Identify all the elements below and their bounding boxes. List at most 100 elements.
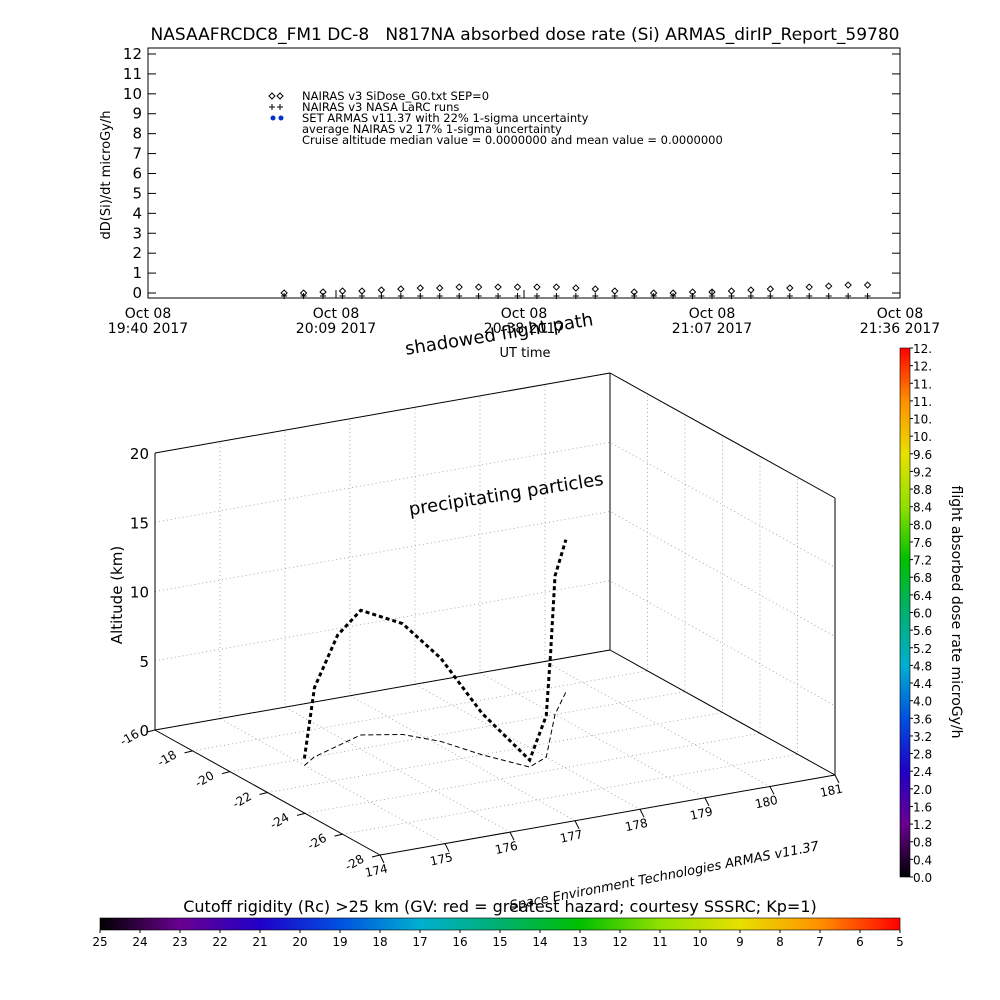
annotation: Cruise altitude median value = 0.0000000…	[302, 133, 723, 147]
x-tick	[639, 809, 645, 818]
colorbar-tick-label: 5	[896, 935, 904, 949]
y-tick	[184, 750, 193, 754]
x-tick	[834, 774, 840, 784]
colorbar-tick-label: 4.8	[913, 659, 932, 673]
colorbar-tick-label: 3.2	[913, 730, 932, 744]
z-tick-label: 20	[130, 445, 149, 463]
colorbar-tick-label: 18	[372, 935, 387, 949]
x-tick-label: 21:07 2017	[672, 321, 752, 337]
colorbar-tick-label: 7	[816, 935, 824, 949]
data-point	[650, 293, 657, 300]
flight-shadow	[304, 691, 567, 768]
data-point	[592, 293, 599, 300]
y-tick-label: 1	[132, 264, 142, 282]
colorbar-tick-label: 17	[412, 935, 427, 949]
colorbar-tick-label: 4.0	[913, 695, 932, 709]
x-tick-label: 20:38 2017	[484, 321, 564, 337]
data-point	[806, 293, 813, 300]
axis-box	[379, 774, 836, 856]
colorbar-tick-label: 24	[132, 935, 147, 949]
y-tick-label: 5	[132, 184, 142, 202]
data-point	[514, 293, 521, 300]
x-tick-label: 19:40 2017	[108, 321, 188, 337]
data-point	[845, 293, 852, 300]
data-point	[689, 293, 696, 300]
data-point	[786, 284, 794, 292]
x-tick-label: 177	[559, 827, 584, 845]
colorbar-tick-label: 2.8	[913, 748, 932, 762]
x-tick	[509, 831, 515, 841]
data-point	[378, 293, 385, 300]
colorbar-tick-label: 2.4	[913, 765, 932, 779]
data-point	[863, 281, 872, 289]
chart-title: NASAAFRCDC8_FM1 DC-8 N817NA absorbed dos…	[151, 25, 900, 45]
x-tick	[379, 854, 385, 864]
legend-symbol	[277, 104, 283, 110]
data-point	[533, 293, 540, 300]
data-point	[805, 283, 813, 291]
colorbar-tick-label: 11.	[913, 377, 932, 391]
colorbar-tick-label: 5.6	[913, 624, 932, 638]
y-tick	[259, 792, 268, 795]
y-tick	[334, 833, 343, 837]
data-point	[417, 293, 424, 300]
data-point	[786, 293, 793, 300]
data-point	[358, 293, 365, 300]
data-point	[456, 293, 463, 300]
colorbar-label: flight absorbed dose rate microGy/h	[948, 486, 964, 739]
colorbar-tick-label: 4.4	[913, 677, 932, 691]
x-tick-label: 178	[624, 816, 649, 834]
y-tick-label: 9	[132, 105, 142, 123]
colorbar-tick-label: 10.	[913, 413, 932, 427]
z-axis-label: Altitude (km)	[108, 546, 126, 644]
y-tick-label: 2	[132, 244, 142, 262]
colorbar-tick-label: 8.8	[913, 483, 932, 497]
data-point	[397, 285, 405, 293]
data-point	[533, 283, 541, 291]
x-tick-label: 176	[494, 839, 519, 857]
y-tick-label: 10	[123, 85, 142, 103]
x-tick-label: 180	[754, 793, 779, 811]
x-axis-label: UT time	[500, 346, 551, 361]
x-tick-label: Oct 08	[877, 306, 923, 322]
data-point	[281, 293, 288, 300]
colorbar-tick-label: 25	[92, 935, 107, 949]
data-point	[747, 293, 754, 300]
colorbar-tick-label: 10	[692, 935, 707, 949]
y-axis-label: dD(Si)/dt microGy/h	[99, 111, 114, 240]
colorbar-tick-label: 13	[572, 935, 587, 949]
x-tick-label: Oct 08	[125, 306, 171, 322]
y-tick-label: 4	[132, 204, 142, 222]
data-point	[825, 293, 832, 300]
data-point	[766, 285, 775, 293]
legend-symbol	[276, 92, 284, 100]
data-point	[611, 293, 618, 300]
y-tick-label: 12	[123, 45, 142, 63]
data-point	[397, 293, 404, 300]
y-tick-label: 6	[132, 164, 142, 182]
x-tick-label: Oct 08	[313, 306, 359, 322]
data-point	[864, 293, 871, 300]
colorbar-tick-label: 11	[652, 935, 667, 949]
colorbar	[99, 917, 901, 931]
data-point	[436, 293, 443, 300]
colorbar-tick-label: 10.	[913, 430, 932, 444]
z-tick-label: 5	[139, 653, 149, 671]
data-point	[416, 284, 424, 292]
colorbar-tick-label: 16	[452, 935, 467, 949]
y-tick-label: 11	[123, 65, 142, 83]
y-tick	[146, 729, 156, 733]
colorbar-tick-label: 12	[612, 935, 627, 949]
annotation: average NAIRAS v2 17% 1-sigma uncertaint…	[302, 122, 562, 136]
data-point	[436, 284, 444, 292]
colorbar-tick-label: 14	[532, 935, 547, 949]
colorbar-tick-label: 15	[492, 935, 507, 949]
x-tick	[444, 843, 450, 852]
colorbar-tick-label: 0.4	[913, 853, 932, 867]
colorbar-label: Cutoff rigidity (Rc) >25 km (GV: red = g…	[183, 897, 817, 916]
x-tick-label: Oct 08	[501, 306, 547, 322]
colorbar-tick-label: 21	[252, 935, 267, 949]
axis-box	[154, 649, 611, 731]
colorbar-tick-label: 9.2	[913, 465, 932, 479]
